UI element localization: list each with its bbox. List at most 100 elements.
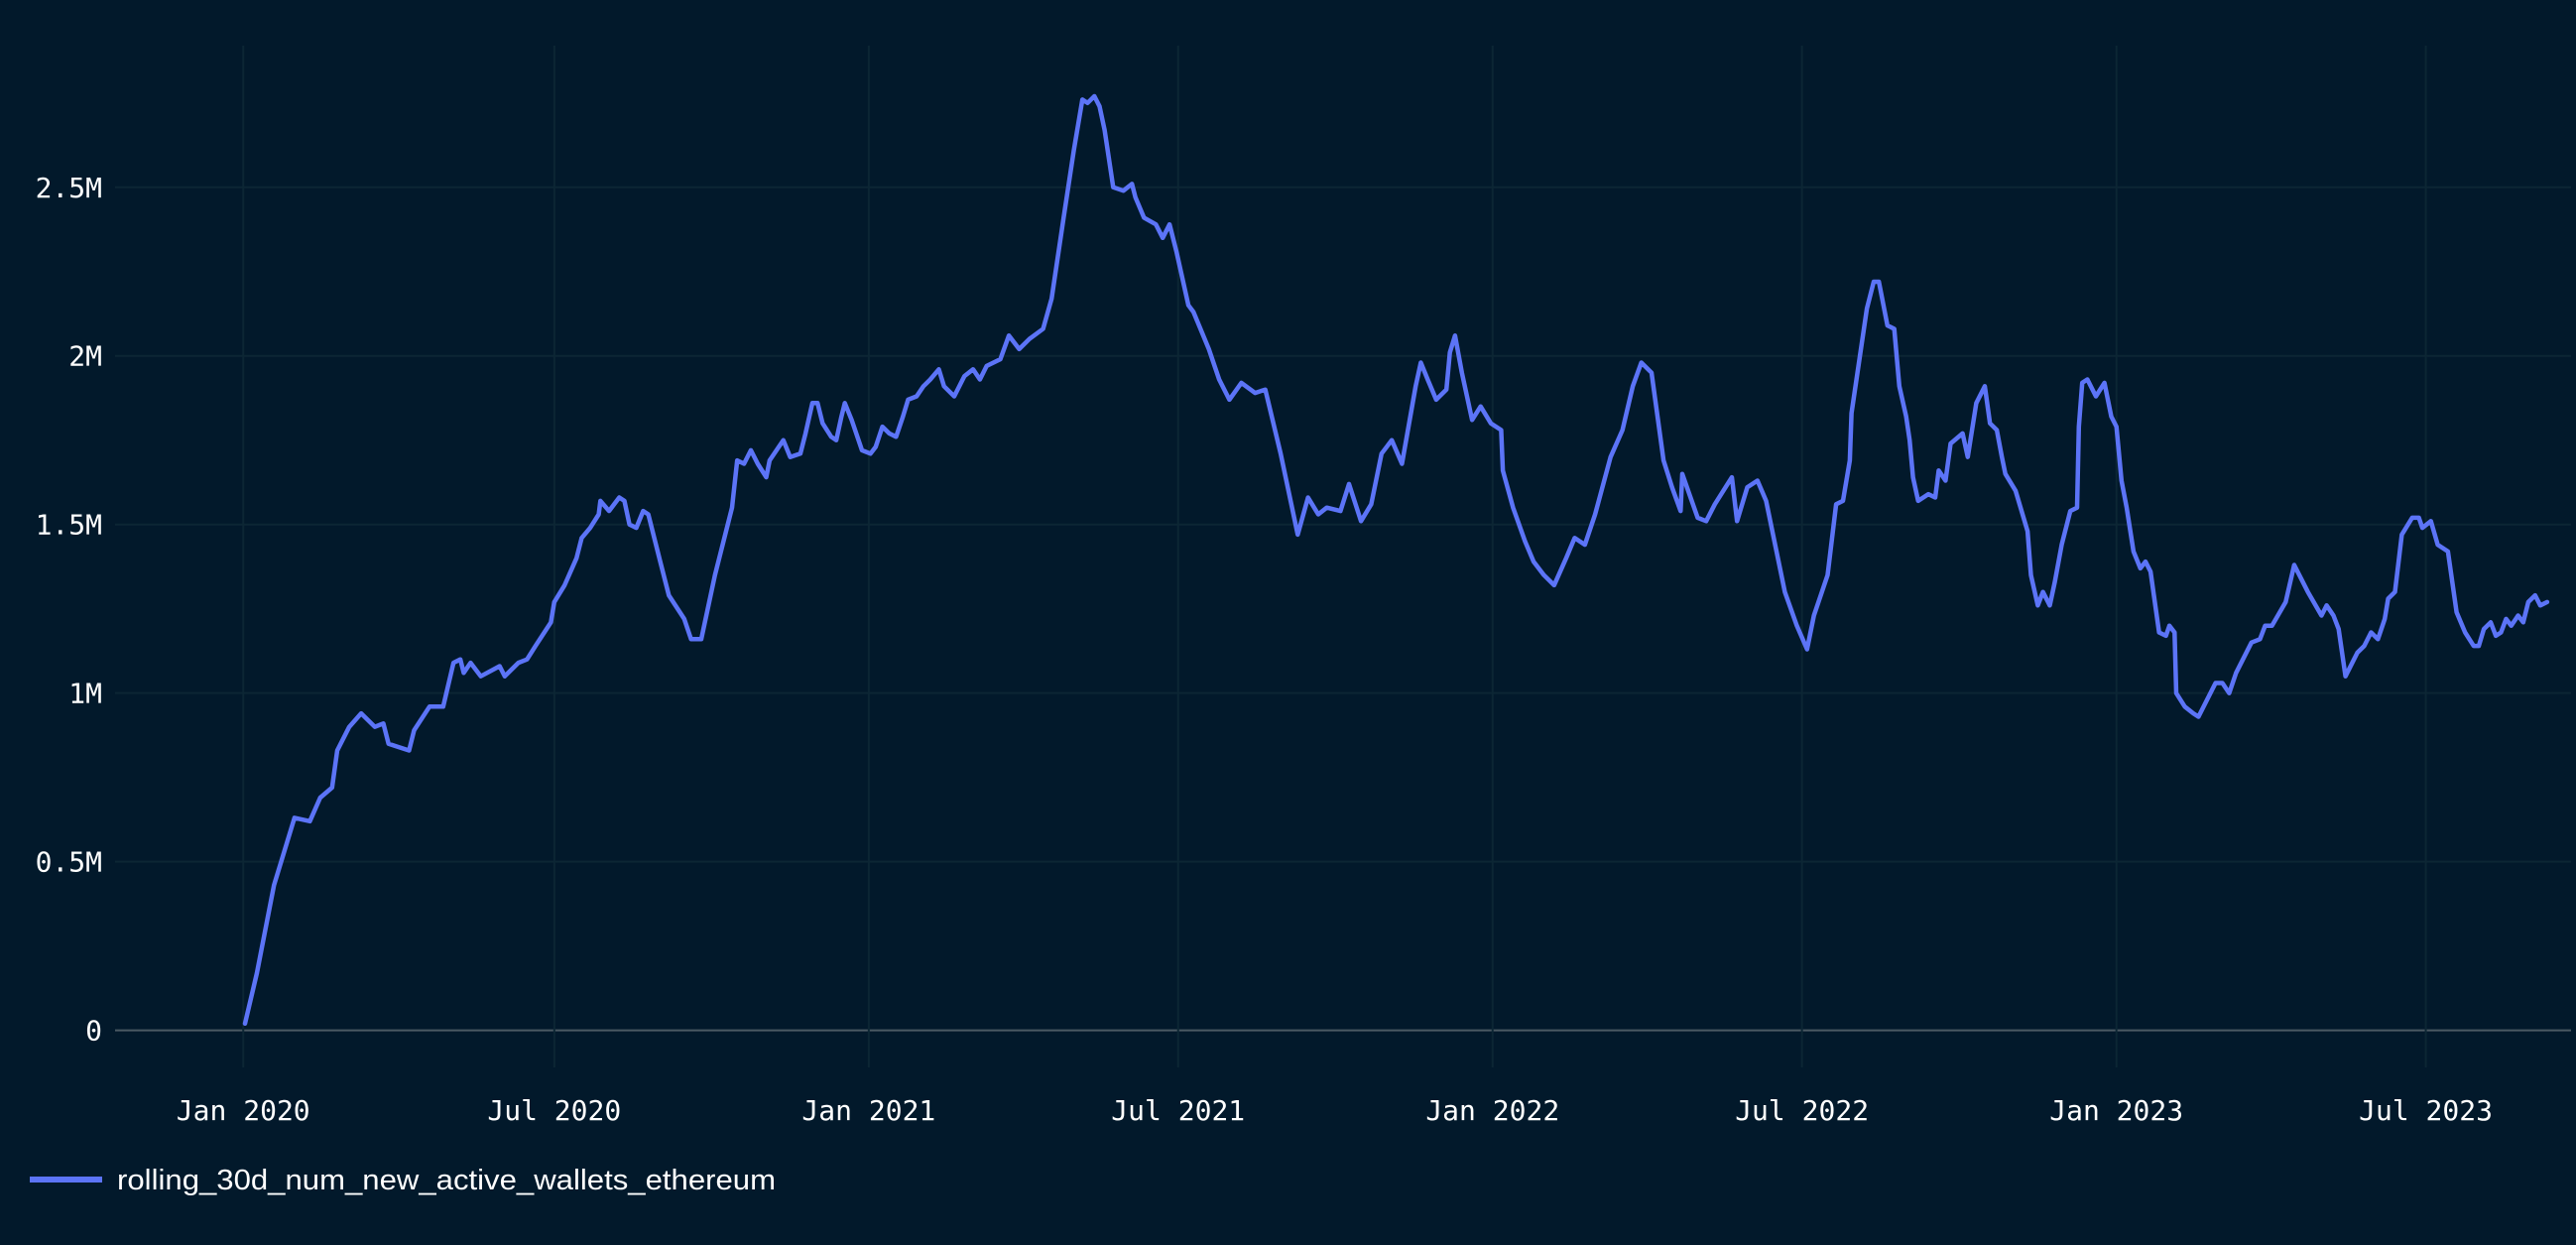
data-point	[598, 499, 602, 503]
data-point	[1542, 573, 1545, 577]
data-point	[1018, 347, 1021, 351]
data-point	[1174, 249, 1178, 253]
data-point	[2053, 580, 2057, 583]
data-point	[243, 1022, 247, 1026]
data-point	[458, 658, 462, 662]
data-point	[1721, 489, 1725, 493]
data-point	[1448, 350, 1452, 354]
data-point	[1470, 418, 1474, 422]
data-point	[2167, 624, 2171, 628]
data-point	[2410, 516, 2414, 520]
data-point	[1444, 388, 1448, 392]
data-point	[1325, 506, 1329, 510]
data-point	[1812, 614, 1816, 617]
data-point	[1640, 361, 1644, 364]
data-point	[1161, 236, 1165, 240]
data-point	[1756, 479, 1760, 482]
data-point	[881, 425, 885, 429]
data-point	[2157, 631, 2161, 634]
data-point	[1400, 462, 1404, 465]
data-point	[635, 526, 638, 530]
data-point	[985, 364, 989, 368]
data-point	[562, 583, 566, 587]
data-point	[839, 415, 843, 419]
data-point	[2306, 590, 2310, 594]
data-point	[1142, 215, 1146, 219]
data-point	[2164, 634, 2168, 638]
data-point	[1916, 499, 1920, 503]
data-point	[749, 448, 753, 452]
data-point	[1983, 384, 1987, 388]
data-point	[1103, 128, 1107, 132]
data-point	[1338, 509, 1342, 513]
data-point	[451, 661, 455, 665]
data-point	[1061, 215, 1065, 219]
data-point	[667, 593, 671, 597]
data-point	[689, 637, 693, 641]
data-point	[1253, 391, 1257, 395]
data-point	[2436, 543, 2440, 547]
data-point	[1359, 519, 1363, 523]
data-point	[1207, 347, 1211, 351]
data-point	[815, 401, 819, 405]
data-point	[359, 711, 363, 715]
data-point	[820, 422, 824, 426]
data-point	[2545, 600, 2549, 604]
legend[interactable]: rolling_30d_num_new_active_wallets_ether…	[30, 1165, 776, 1196]
y-tick-label: 1.5M	[36, 509, 102, 542]
data-point	[1949, 441, 1952, 445]
data-point	[860, 448, 864, 452]
data-point	[843, 401, 847, 405]
data-point	[1933, 496, 1937, 499]
data-point	[534, 644, 538, 648]
y-tick-label: 0	[85, 1015, 102, 1048]
data-point	[1524, 540, 1527, 544]
data-point	[1042, 327, 1045, 330]
data-point	[874, 445, 878, 448]
data-point	[628, 523, 632, 527]
data-point	[468, 661, 472, 665]
data-point	[1130, 182, 1134, 186]
data-point	[782, 438, 786, 442]
data-point	[1943, 479, 1947, 482]
legend-label[interactable]: rolling_30d_num_new_active_wallets_ether…	[117, 1165, 776, 1196]
data-point	[2477, 644, 2481, 648]
data-point	[1907, 438, 1911, 442]
data-point	[2221, 682, 2224, 685]
data-point	[2455, 610, 2459, 614]
data-point	[952, 395, 956, 398]
data-point	[2516, 614, 2520, 617]
data-point	[1098, 104, 1101, 108]
data-point	[2283, 600, 2287, 604]
data-point	[735, 458, 739, 462]
data-point	[2148, 569, 2152, 573]
data-point	[937, 367, 940, 371]
data-point	[2325, 603, 2329, 607]
data-point	[2319, 614, 2323, 617]
data-point	[1511, 506, 1515, 510]
data-point	[2060, 543, 2063, 547]
data-point	[503, 675, 507, 679]
data-point	[2499, 631, 2503, 634]
data-point	[462, 671, 465, 675]
data-point	[1279, 451, 1283, 455]
data-point	[2214, 682, 2218, 685]
data-point	[742, 462, 746, 465]
data-point	[1735, 519, 1739, 523]
data-point	[2463, 631, 2467, 634]
data-point	[1670, 485, 1674, 489]
data-point	[1886, 323, 1890, 327]
data-point	[834, 438, 838, 442]
data-point	[2521, 620, 2525, 624]
data-point	[428, 704, 431, 708]
data-point	[1877, 280, 1881, 284]
data-point	[1680, 472, 1684, 476]
data-point	[1650, 371, 1654, 375]
data-point	[1865, 307, 1869, 311]
data-point	[2526, 600, 2530, 604]
data-point	[1167, 222, 1171, 226]
data-point	[730, 506, 734, 510]
data-point	[2000, 455, 2004, 459]
